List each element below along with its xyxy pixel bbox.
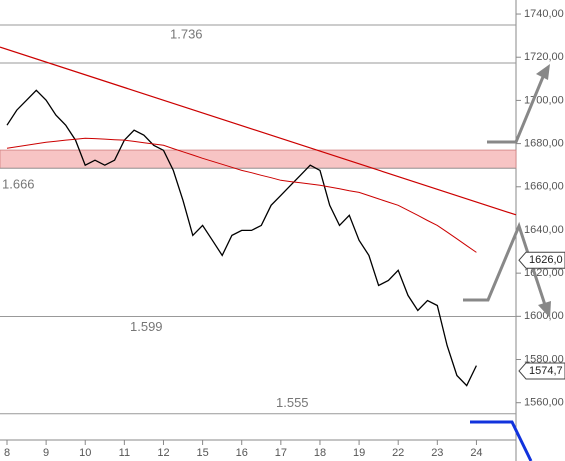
y-tick-label: 1560,00 [524,397,564,409]
x-tick-label: 15 [196,447,208,459]
level-label: 1.599 [130,319,163,334]
x-tick-label: 8 [4,447,10,459]
arrow-head [536,64,550,80]
x-tick-label: 18 [314,447,326,459]
x-tick-label: 11 [119,447,130,459]
level-label: 1.555 [276,395,309,410]
y-tick-label: 1640,00 [524,224,564,236]
moving-average [6,137,477,253]
arrow-head [538,301,551,318]
x-tick-label: 23 [431,447,443,459]
price-tag [518,251,565,269]
price-tag-label: 1574,7 [529,365,563,377]
level-label: 1.736 [170,26,203,41]
price-tag-label: 1626,0 [529,254,563,266]
y-tick-label: 1620,00 [524,267,564,279]
x-tick-label: 22 [392,447,404,459]
x-tick-label: 16 [236,447,248,459]
y-tick-label: 1600,00 [524,310,564,322]
x-tick-label: 24 [470,447,482,459]
x-tick-label: 17 [275,447,287,459]
scenario-arrow [470,420,533,461]
price-line [6,89,477,387]
scenario-arrow [487,71,547,144]
x-tick-label: 10 [79,447,91,459]
trendline [0,46,517,216]
y-tick-label: 1680,00 [524,137,564,149]
price-tag [518,362,565,380]
resistance-band [0,149,517,169]
x-tick-label: 12 [157,447,169,459]
y-tick-label: 1580,00 [524,353,564,365]
x-tick-label: 9 [43,447,49,459]
y-tick-label: 1660,00 [524,181,564,193]
level-label: 1.666 [2,177,35,192]
y-tick-label: 1720,00 [524,51,564,63]
x-tick-label: 19 [353,447,365,459]
y-tick-label: 1740,00 [524,8,564,20]
